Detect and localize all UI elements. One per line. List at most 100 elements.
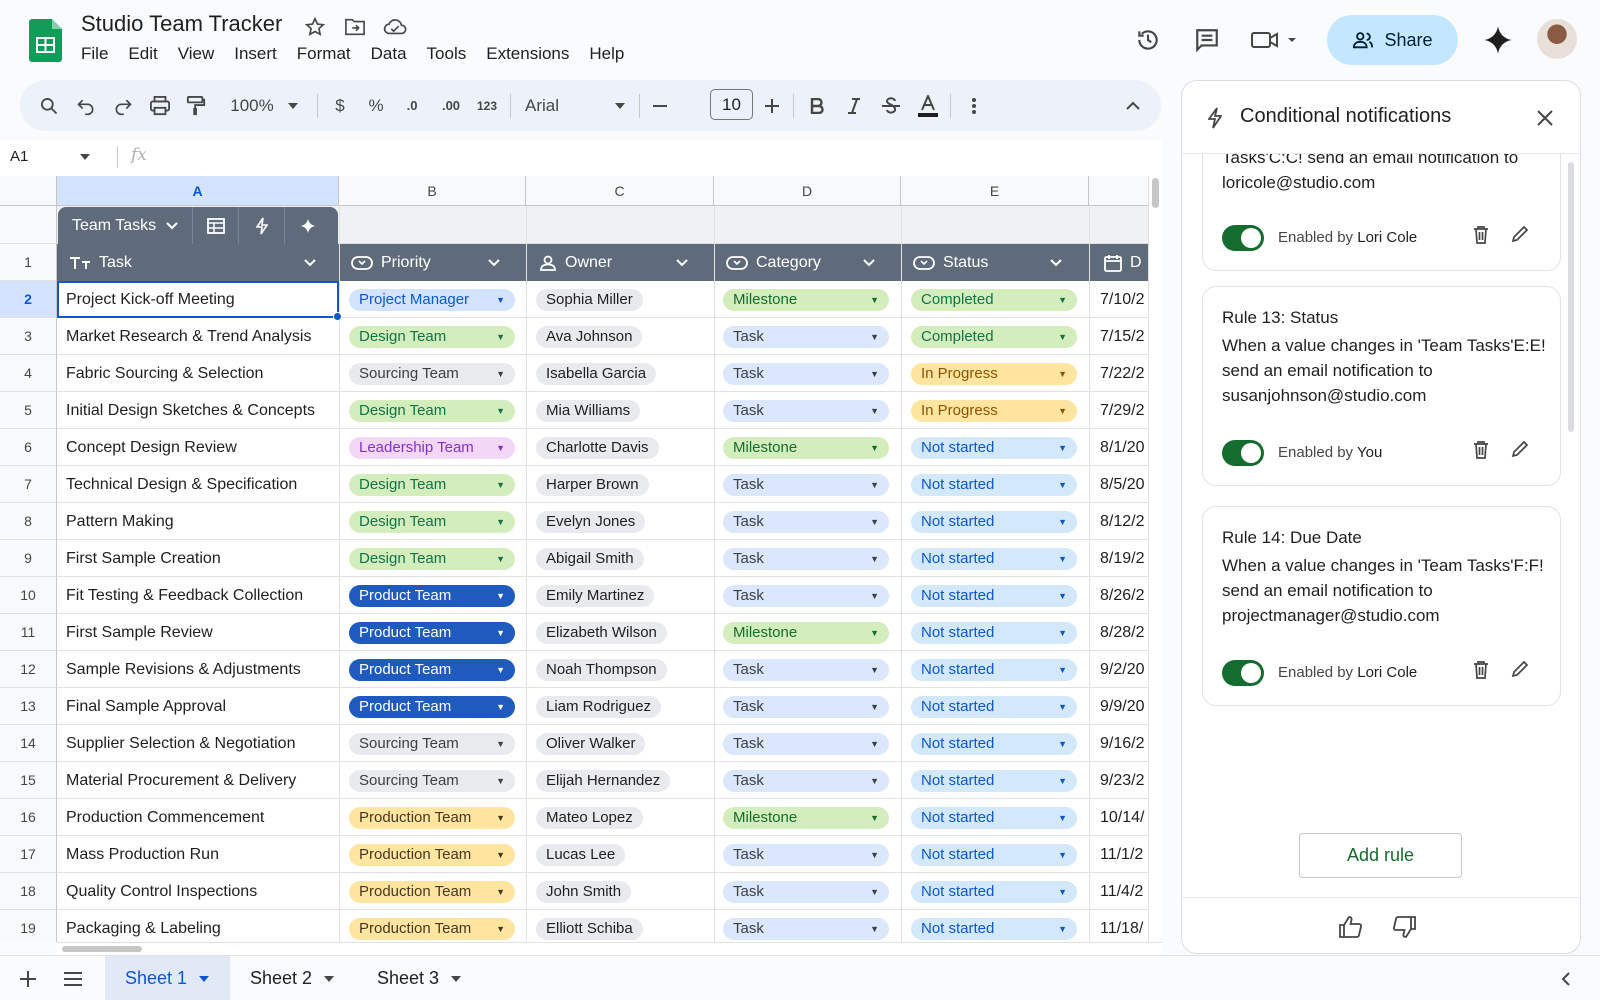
category-cell[interactable]: Task ▼ bbox=[723, 651, 893, 688]
category-chip[interactable]: Task ▼ bbox=[723, 880, 889, 903]
owner-cell[interactable]: Oliver Walker bbox=[536, 725, 706, 762]
more-options-icon[interactable] bbox=[964, 80, 984, 131]
row-header[interactable]: 13 bbox=[0, 688, 57, 725]
owner-cell[interactable]: Elliott Schiba bbox=[536, 910, 706, 942]
priority-chip[interactable]: Design Team ▼ bbox=[349, 473, 515, 496]
add-rule-button[interactable]: Add rule bbox=[1299, 833, 1462, 878]
menu-tools[interactable]: Tools bbox=[426, 44, 467, 63]
sheet-tab-3[interactable]: Sheet 3 bbox=[377, 956, 462, 1000]
owner-chip[interactable]: Ava Johnson bbox=[536, 325, 643, 348]
horizontal-scrollbar-thumb[interactable] bbox=[62, 946, 142, 952]
status-cell[interactable]: Not started ▼ bbox=[911, 540, 1081, 577]
status-cell[interactable]: Not started ▼ bbox=[911, 836, 1081, 873]
owner-chip[interactable]: Elliott Schiba bbox=[536, 917, 643, 940]
status-chip[interactable]: Completed ▼ bbox=[911, 288, 1077, 311]
category-cell[interactable]: Task ▼ bbox=[723, 318, 893, 355]
strikethrough-icon[interactable] bbox=[878, 80, 904, 131]
row-header[interactable]: 18 bbox=[0, 873, 57, 910]
owner-chip[interactable]: John Smith bbox=[536, 880, 632, 903]
due-date-cell[interactable]: 8/1/20 bbox=[1100, 438, 1145, 456]
status-cell[interactable]: Completed ▼ bbox=[911, 281, 1081, 318]
status-chip[interactable]: Not started ▼ bbox=[911, 732, 1077, 755]
priority-chip[interactable]: Design Team ▼ bbox=[349, 547, 515, 570]
category-cell[interactable]: Task ▼ bbox=[723, 577, 893, 614]
account-avatar[interactable] bbox=[1537, 19, 1577, 59]
edit-pencil-icon[interactable] bbox=[1511, 225, 1529, 243]
category-chip[interactable]: Task ▼ bbox=[723, 658, 889, 681]
task-cell[interactable]: Fit Testing & Feedback Collection bbox=[66, 586, 304, 604]
chevron-left-icon[interactable] bbox=[1562, 956, 1582, 1000]
scrollbar-thumb[interactable] bbox=[1152, 178, 1159, 208]
category-chip[interactable]: Task ▼ bbox=[723, 325, 889, 348]
status-cell[interactable]: Not started ▼ bbox=[911, 614, 1081, 651]
menu-file[interactable]: File bbox=[81, 44, 109, 63]
category-cell[interactable]: Milestone ▼ bbox=[723, 799, 893, 836]
category-cell[interactable]: Task ▼ bbox=[723, 762, 893, 799]
row-header[interactable]: 5 bbox=[0, 392, 57, 429]
status-chip[interactable]: Not started ▼ bbox=[911, 695, 1077, 718]
priority-chip[interactable]: Project Manager ▼ bbox=[349, 288, 515, 311]
status-chip[interactable]: Not started ▼ bbox=[911, 658, 1077, 681]
cloud-status-icon[interactable] bbox=[382, 14, 408, 40]
sheet-tab-2[interactable]: Sheet 2 bbox=[250, 956, 335, 1000]
priority-cell[interactable]: Sourcing Team ▼ bbox=[349, 725, 519, 762]
task-cell[interactable]: First Sample Creation bbox=[66, 549, 221, 567]
status-chip[interactable]: Not started ▼ bbox=[911, 769, 1077, 792]
owner-chip[interactable]: Isabella Garcia bbox=[536, 362, 657, 385]
priority-cell[interactable]: Production Team ▼ bbox=[349, 799, 519, 836]
row-header[interactable]: 14 bbox=[0, 725, 57, 762]
due-date-cell[interactable]: 11/18/ bbox=[1100, 919, 1144, 937]
task-cell[interactable]: Packaging & Labeling bbox=[66, 919, 221, 937]
priority-cell[interactable]: Product Team ▼ bbox=[349, 614, 519, 651]
due-date-cell[interactable]: 8/12/2 bbox=[1100, 512, 1145, 530]
bold-icon[interactable] bbox=[804, 80, 830, 131]
priority-cell[interactable]: Sourcing Team ▼ bbox=[349, 762, 519, 799]
status-chip[interactable]: Not started ▼ bbox=[911, 843, 1077, 866]
category-chip[interactable]: Task ▼ bbox=[723, 769, 889, 792]
owner-cell[interactable]: Mia Williams bbox=[536, 392, 706, 429]
priority-cell[interactable]: Production Team ▼ bbox=[349, 873, 519, 910]
row-header[interactable]: 2 bbox=[0, 281, 57, 318]
row-header[interactable]: 9 bbox=[0, 540, 57, 577]
redo-icon[interactable] bbox=[109, 80, 137, 131]
priority-cell[interactable]: Product Team ▼ bbox=[349, 651, 519, 688]
due-date-cell[interactable]: 8/5/20 bbox=[1100, 475, 1145, 493]
category-chip[interactable]: Task ▼ bbox=[723, 732, 889, 755]
category-chip[interactable]: Milestone ▼ bbox=[723, 288, 889, 311]
task-cell[interactable]: Pattern Making bbox=[66, 512, 174, 530]
status-cell[interactable]: Not started ▼ bbox=[911, 725, 1081, 762]
row-header[interactable]: 8 bbox=[0, 503, 57, 540]
meet-video-icon[interactable] bbox=[1248, 22, 1304, 58]
row-header-1[interactable]: 1 bbox=[0, 244, 57, 281]
category-chip[interactable]: Task ▼ bbox=[723, 547, 889, 570]
due-date-cell[interactable]: 9/23/2 bbox=[1100, 771, 1145, 789]
priority-cell[interactable]: Design Team ▼ bbox=[349, 466, 519, 503]
priority-cell[interactable]: Design Team ▼ bbox=[349, 318, 519, 355]
priority-chip[interactable]: Design Team ▼ bbox=[349, 510, 515, 533]
menu-data[interactable]: Data bbox=[370, 44, 407, 63]
priority-cell[interactable]: Leadership Team ▼ bbox=[349, 429, 519, 466]
status-cell[interactable]: Not started ▼ bbox=[911, 688, 1081, 725]
category-cell[interactable]: Task ▼ bbox=[723, 392, 893, 429]
task-cell[interactable]: Sample Revisions & Adjustments bbox=[66, 660, 301, 678]
table-view-icon[interactable] bbox=[193, 207, 240, 244]
priority-chip[interactable]: Product Team ▼ bbox=[349, 658, 515, 681]
edit-pencil-icon[interactable] bbox=[1511, 660, 1529, 678]
owner-cell[interactable]: Ava Johnson bbox=[536, 318, 706, 355]
row-header[interactable]: 12 bbox=[0, 651, 57, 688]
collapse-toolbar-icon[interactable] bbox=[1120, 80, 1146, 131]
row-header[interactable]: 4 bbox=[0, 355, 57, 392]
header-priority[interactable]: Priority bbox=[351, 244, 521, 281]
owner-cell[interactable]: Abigail Smith bbox=[536, 540, 706, 577]
priority-chip[interactable]: Design Team ▼ bbox=[349, 399, 515, 422]
italic-icon[interactable] bbox=[841, 80, 867, 131]
task-cell[interactable]: Technical Design & Specification bbox=[66, 475, 298, 493]
category-cell[interactable]: Task ▼ bbox=[723, 540, 893, 577]
status-cell[interactable]: In Progress ▼ bbox=[911, 392, 1081, 429]
due-date-cell[interactable]: 10/14/ bbox=[1100, 808, 1145, 826]
category-cell[interactable]: Task ▼ bbox=[723, 355, 893, 392]
star-icon[interactable] bbox=[302, 14, 328, 40]
owner-cell[interactable]: Sophia Miller bbox=[536, 281, 706, 318]
font-select[interactable]: Arial bbox=[525, 80, 625, 131]
sheet-tab-1[interactable]: Sheet 1 bbox=[105, 956, 230, 1000]
